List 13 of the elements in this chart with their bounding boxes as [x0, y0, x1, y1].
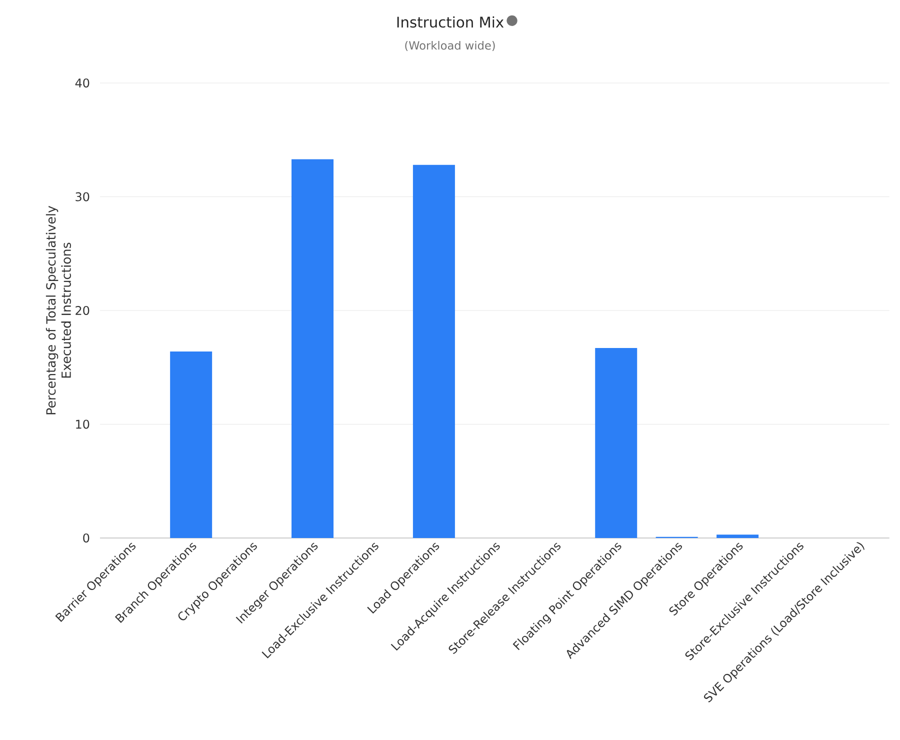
bar: [170, 351, 212, 538]
y-tick-label: 0: [83, 533, 90, 543]
bar: [292, 159, 334, 538]
bar: [716, 534, 759, 538]
bar: [412, 164, 455, 538]
y-tick-label: 40: [75, 78, 90, 88]
y-tick-label: 20: [76, 306, 90, 316]
chart-subtitle: (Workload wide): [405, 40, 495, 52]
y-tick-label: 10: [76, 420, 90, 429]
y-tick-label: 30: [76, 192, 90, 202]
y-axis-title: Percentage of Total Speculatively Executed Instructions: [46, 206, 71, 414]
bar: [595, 348, 638, 538]
chart-title: Instruction Mix: [397, 16, 504, 28]
